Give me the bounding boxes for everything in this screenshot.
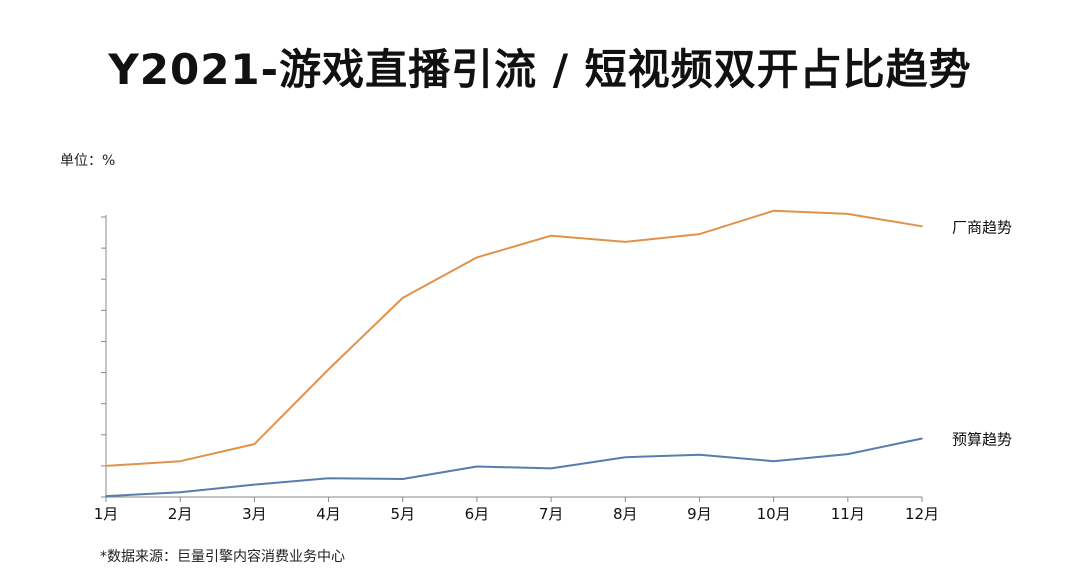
data-point [624,456,627,458]
data-point [847,453,849,455]
x-tick-label: 4月 [316,505,341,523]
source-note: *数据来源：巨量引擎内容消费业务中心 [100,549,345,565]
data-point [327,368,330,371]
series-line-1 [105,437,923,498]
data-point [550,467,552,470]
data-point [105,495,107,497]
data-point [327,477,330,480]
x-tick-label: 2月 [168,505,193,523]
data-point [772,209,775,212]
series-label-1: 预算趋势 [952,431,1012,449]
series-label-0: 厂商趋势 [952,218,1012,236]
data-point [550,234,552,237]
data-point [253,483,256,486]
data-point [847,213,849,215]
x-tick-label: 3月 [242,505,267,523]
x-tick-label: 8月 [613,505,638,523]
series-line-0 [105,209,923,467]
data-point [401,297,404,299]
data-point [476,465,478,468]
x-tick-label: 1月 [94,505,119,523]
data-point [772,460,775,463]
data-point [921,225,923,228]
unit-label: 单位：% [60,153,116,169]
chart-title: Y2021-游戏直播引流 / 短视频双开占比趋势 [108,45,972,94]
x-tick-label: 5月 [390,505,415,523]
x-tick-label: 7月 [539,505,564,523]
data-point [476,256,478,259]
data-point [105,465,107,467]
x-tick-label: 11月 [831,505,865,523]
data-point [253,443,256,445]
data-point [698,453,701,456]
data-point [921,437,923,440]
data-point [179,460,181,463]
x-tick-label: 12月 [905,505,939,523]
data-point [179,491,181,494]
x-tick-label: 10月 [757,505,791,523]
x-tick-label: 6月 [465,505,490,523]
data-point [401,478,404,480]
data-point [698,233,701,235]
x-tick-label: 9月 [687,505,712,523]
data-point [624,241,627,243]
